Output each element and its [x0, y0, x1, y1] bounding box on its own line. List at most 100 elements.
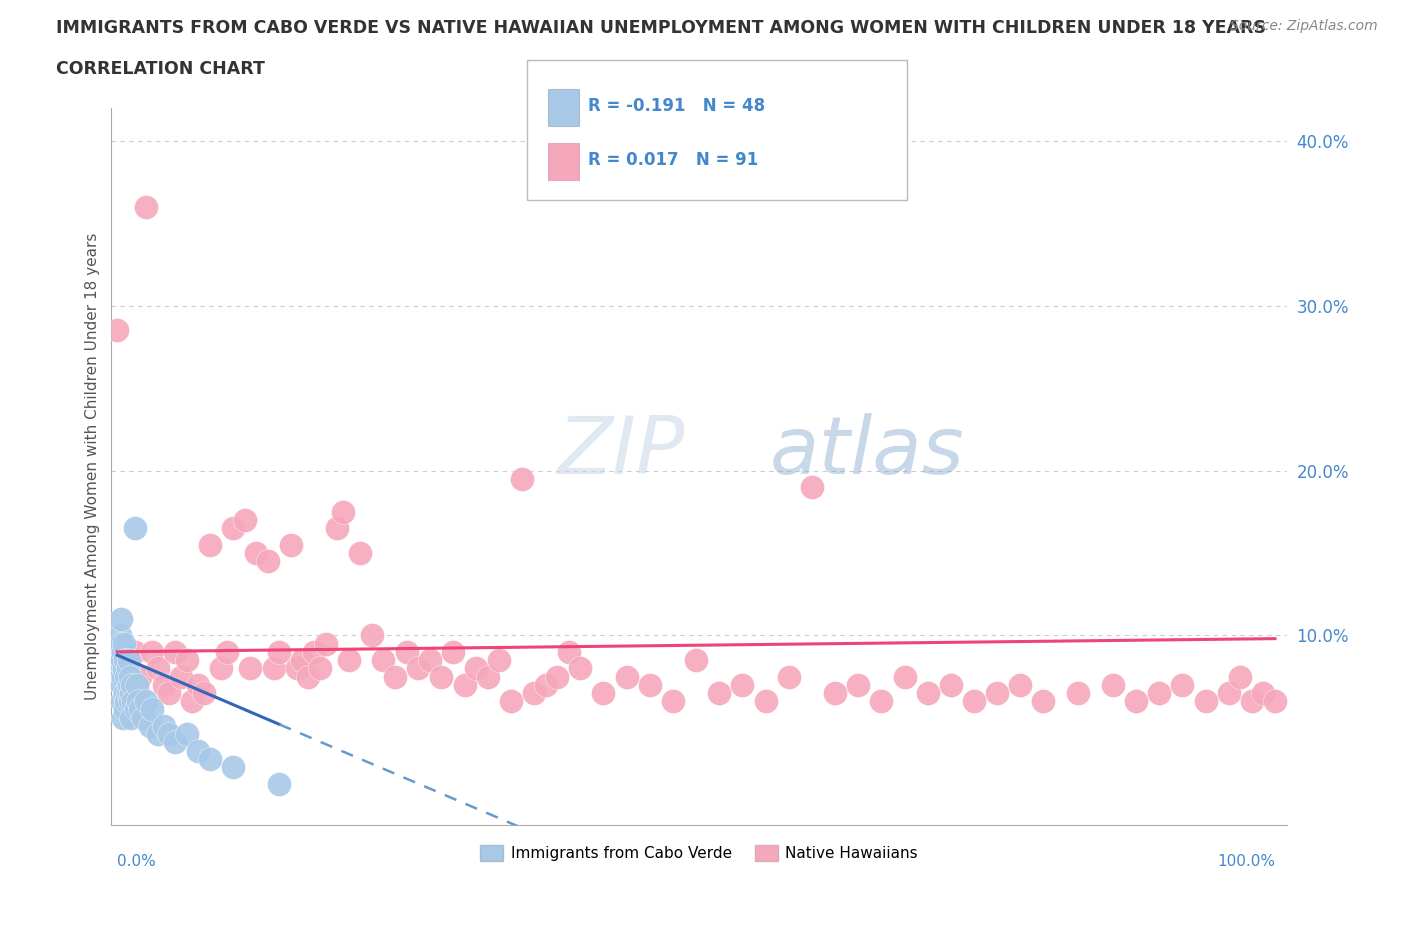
Point [131, 711, 153, 725]
Point [114, 653, 136, 668]
Point [1010, 677, 1032, 692]
Point [165, 644, 187, 659]
Point [263, 661, 285, 676]
Point [121, 677, 143, 692]
Point [115, 669, 138, 684]
Point [198, 751, 221, 766]
Point [1218, 685, 1240, 700]
Point [176, 653, 198, 668]
Point [111, 661, 134, 676]
Point [115, 694, 138, 709]
Point [1102, 677, 1125, 692]
Point [124, 644, 146, 659]
Point [124, 521, 146, 536]
Point [893, 669, 915, 684]
Point [245, 546, 267, 561]
Point [135, 199, 157, 214]
Point [146, 661, 169, 676]
Point [108, 644, 131, 659]
Point [280, 538, 302, 552]
Point [135, 694, 157, 709]
Point [986, 685, 1008, 700]
Point [824, 685, 846, 700]
Point [592, 685, 614, 700]
Point [118, 653, 141, 668]
Point [117, 685, 139, 700]
Point [138, 719, 160, 734]
Point [315, 636, 337, 651]
Point [1253, 685, 1275, 700]
Point [685, 653, 707, 668]
Point [127, 685, 149, 700]
Point [110, 636, 132, 651]
Point [709, 685, 731, 700]
Point [198, 538, 221, 552]
Point [384, 669, 406, 684]
Text: 100.0%: 100.0% [1218, 854, 1275, 869]
Point [111, 711, 134, 725]
Point [731, 677, 754, 692]
Point [120, 685, 142, 700]
Point [326, 521, 349, 536]
Point [361, 628, 384, 643]
Point [217, 644, 239, 659]
Point [170, 669, 193, 684]
Point [117, 661, 139, 676]
Text: IMMIGRANTS FROM CABO VERDE VS NATIVE HAWAIIAN UNEMPLOYMENT AMONG WOMEN WITH CHIL: IMMIGRANTS FROM CABO VERDE VS NATIVE HAW… [56, 19, 1267, 36]
Y-axis label: Unemployment Among Women with Children Under 18 years: Unemployment Among Women with Children U… [86, 232, 100, 700]
Point [256, 553, 278, 568]
Point [127, 694, 149, 709]
Point [222, 760, 245, 775]
Point [187, 743, 209, 758]
Point [395, 644, 418, 659]
Point [193, 685, 215, 700]
Point [209, 661, 232, 676]
Point [118, 677, 141, 692]
Legend: Immigrants from Cabo Verde, Native Hawaiians: Immigrants from Cabo Verde, Native Hawai… [474, 839, 924, 868]
Point [141, 702, 163, 717]
Point [523, 685, 546, 700]
Point [285, 661, 308, 676]
Point [118, 694, 141, 709]
Point [181, 694, 204, 709]
Point [337, 653, 360, 668]
Point [546, 669, 568, 684]
Point [419, 653, 441, 668]
Point [917, 685, 939, 700]
Text: R = -0.191   N = 48: R = -0.191 N = 48 [588, 97, 765, 115]
Point [870, 694, 893, 709]
Point [1125, 694, 1147, 709]
Point [110, 644, 132, 659]
Point [1264, 694, 1286, 709]
Point [129, 669, 152, 684]
Point [963, 694, 986, 709]
Text: Source: ZipAtlas.com: Source: ZipAtlas.com [1230, 19, 1378, 33]
Point [114, 685, 136, 700]
Point [662, 694, 685, 709]
Point [110, 611, 132, 626]
Point [499, 694, 522, 709]
Point [141, 644, 163, 659]
Point [441, 644, 464, 659]
Point [755, 694, 778, 709]
Point [778, 669, 800, 684]
Point [187, 677, 209, 692]
Point [107, 661, 129, 676]
Point [120, 711, 142, 725]
Point [534, 677, 557, 692]
Point [146, 726, 169, 741]
Point [111, 677, 134, 692]
Point [846, 677, 869, 692]
Point [1240, 694, 1263, 709]
Point [111, 694, 134, 709]
Point [291, 653, 314, 668]
Point [332, 504, 354, 519]
Point [118, 653, 141, 668]
Point [406, 661, 429, 676]
Point [488, 653, 510, 668]
Point [569, 661, 592, 676]
Point [114, 702, 136, 717]
Point [105, 653, 128, 668]
Point [157, 726, 180, 741]
Point [616, 669, 638, 684]
